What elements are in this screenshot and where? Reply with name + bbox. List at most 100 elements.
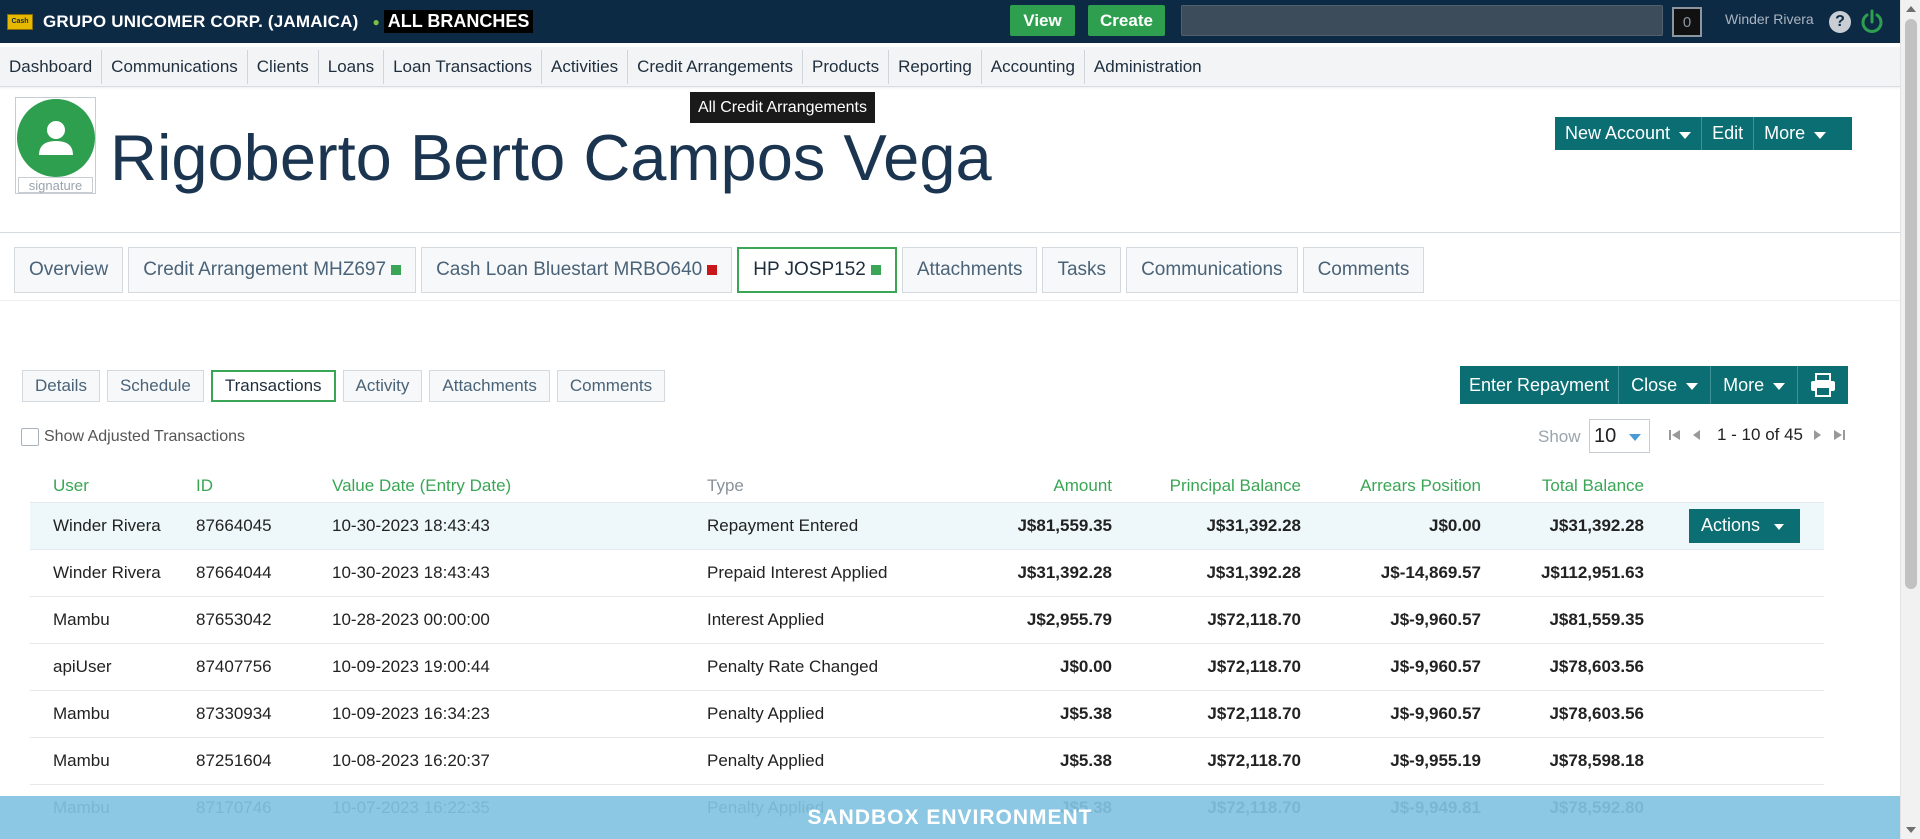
cell-user[interactable]: apiUser <box>30 642 196 691</box>
tabs-divider <box>0 300 1900 301</box>
more-label: More <box>1764 123 1806 143</box>
table-row[interactable]: Winder Rivera 87664045 10-30-2023 18:43:43… <box>30 501 1824 550</box>
cell-principal-balance: J$72,118.70 <box>1112 595 1301 644</box>
table-row[interactable]: Winder Rivera 87664044 10-30-2023 18:43:43… <box>30 548 1824 597</box>
nav-item-dashboard[interactable]: Dashboard <box>0 49 103 84</box>
cell-principal-balance: J$31,392.28 <box>1112 548 1301 597</box>
nav-item-loans[interactable]: Loans <box>319 49 385 84</box>
close-button[interactable]: Close <box>1619 366 1712 404</box>
cell-amount: J$81,559.35 <box>927 501 1112 550</box>
pagination: 1 - 10 of 45 <box>1667 425 1853 445</box>
table-row[interactable]: apiUser 87407756 10-09-2023 19:00:44 Penalt… <box>30 642 1824 691</box>
nav-item-loan-transactions[interactable]: Loan Transactions <box>384 49 542 84</box>
tab-label: Overview <box>29 259 109 280</box>
column-header-id[interactable]: ID <box>196 475 213 495</box>
help-icon[interactable]: ? <box>1829 11 1851 33</box>
nav-item-clients[interactable]: Clients <box>248 49 319 84</box>
nav-item-reporting[interactable]: Reporting <box>889 49 982 84</box>
row-actions-button[interactable]: Actions <box>1689 508 1801 543</box>
column-header-value-date[interactable]: Value Date (Entry Date) <box>332 475 512 495</box>
column-header-principal-balance[interactable]: Principal Balance <box>1169 475 1301 495</box>
subtab-activity[interactable]: Activity <box>342 370 423 402</box>
subtab-schedule[interactable]: Schedule <box>106 370 204 402</box>
page-size-select[interactable]: 10 <box>1589 419 1650 453</box>
chevron-down-icon <box>1814 131 1827 139</box>
subtab-comments[interactable]: Comments <box>556 370 666 402</box>
cell-id: 87330934 <box>196 689 332 738</box>
column-header-total-balance[interactable]: Total Balance <box>1541 475 1644 495</box>
subtab-details[interactable]: Details <box>22 370 100 402</box>
print-button[interactable] <box>1798 366 1848 404</box>
tab-tasks[interactable]: Tasks <box>1042 247 1122 293</box>
previous-page-icon[interactable] <box>1689 427 1705 443</box>
tab-overview[interactable]: Overview <box>14 247 124 293</box>
more-button[interactable]: More <box>1754 117 1836 150</box>
current-user-name[interactable]: Winder Rivera <box>1725 11 1814 27</box>
cell-actions <box>1644 642 1824 691</box>
tab-comments[interactable]: Comments <box>1302 247 1425 293</box>
chevron-down-icon <box>1686 383 1699 390</box>
column-header-type[interactable]: Type <box>707 475 744 495</box>
tab-communications[interactable]: Communications <box>1126 247 1298 293</box>
global-search-input[interactable] <box>1181 5 1663 36</box>
logout-power-icon[interactable] <box>1859 9 1885 35</box>
nav-item-activities[interactable]: Activities <box>542 49 629 84</box>
new-account-button[interactable]: New Account <box>1555 117 1703 150</box>
page-size-value: 10 <box>1594 424 1617 447</box>
tab-cash-loan-bluestart-mrbo640[interactable]: Cash Loan Bluestart MRBO640 <box>421 247 733 293</box>
tab-label: Communications <box>1141 259 1283 280</box>
cell-principal-balance: J$31,392.28 <box>1112 501 1301 550</box>
signature-label[interactable]: signature <box>18 177 93 193</box>
cell-amount: J$2,955.79 <box>927 595 1112 644</box>
nav-item-administration[interactable]: Administration <box>1093 56 1202 76</box>
cell-total-balance: J$81,559.35 <box>1481 595 1644 644</box>
notification-count[interactable]: 0 <box>1672 7 1702 37</box>
cell-principal-balance: J$72,118.70 <box>1112 642 1301 691</box>
table-row[interactable]: Mambu 87251604 10-08-2023 16:20:37 Penalty … <box>30 736 1824 785</box>
cell-actions <box>1644 736 1824 785</box>
scrollbar-thumb[interactable] <box>1905 19 1917 589</box>
column-header-amount[interactable]: Amount <box>1053 475 1112 495</box>
cell-user[interactable]: Winder Rivera <box>30 501 196 550</box>
branch-selector[interactable]: ALL BRANCHES <box>383 10 534 33</box>
cell-type: Repayment Entered <box>707 501 927 550</box>
dropdown-arrow-icon <box>1629 434 1641 441</box>
column-header-arrears-position[interactable]: Arrears Position <box>1360 475 1481 495</box>
nav-item-products[interactable]: Products <box>803 49 890 84</box>
column-header-user[interactable]: User <box>53 475 89 495</box>
cell-arrears-position: J$-9,960.57 <box>1301 595 1481 644</box>
cell-total-balance: J$112,951.63 <box>1481 548 1644 597</box>
account-tabs: Overview Credit Arrangement MHZ697 Cash Lo… <box>14 247 1429 293</box>
nav-tooltip: All Credit Arrangements <box>690 92 875 123</box>
scroll-down-icon[interactable] <box>1906 827 1916 833</box>
next-page-icon[interactable] <box>1809 427 1825 443</box>
tx-more-button[interactable]: More <box>1711 366 1799 404</box>
table-row[interactable]: Mambu 87330934 10-09-2023 16:34:23 Penalty … <box>30 689 1824 738</box>
nav-item-credit-arrangements[interactable]: Credit Arrangements <box>628 49 803 84</box>
edit-button[interactable]: Edit <box>1702 117 1755 150</box>
tab-credit-arrangement-mhz697[interactable]: Credit Arrangement MHZ697 <box>128 247 417 293</box>
main-navigation: Dashboard Communications Clients Loans Loan … <box>0 47 1900 87</box>
page-scrollbar[interactable] <box>1900 0 1920 839</box>
scroll-up-icon[interactable] <box>1906 6 1916 12</box>
cell-amount: J$0.00 <box>927 642 1112 691</box>
create-button[interactable]: Create <box>1088 5 1165 36</box>
nav-item-communications[interactable]: Communications <box>102 49 248 84</box>
company-name: GRUPO UNICOMER CORP. (JAMAICA) <box>43 11 359 31</box>
company-logo: Cash <box>7 13 33 30</box>
tab-attachments[interactable]: Attachments <box>901 247 1038 293</box>
cell-value-date: 10-28-2023 00:00:00 <box>332 595 707 644</box>
nav-item-accounting[interactable]: Accounting <box>982 49 1085 84</box>
subtab-transactions[interactable]: Transactions <box>210 370 336 402</box>
tab-hp-josp152[interactable]: HP JOSP152 <box>737 247 897 293</box>
view-button[interactable]: View <box>1010 5 1075 36</box>
first-page-icon[interactable] <box>1667 427 1683 443</box>
table-row[interactable]: Mambu 87653042 10-28-2023 00:00:00 Interest… <box>30 595 1824 644</box>
tx-more-label: More <box>1723 374 1765 395</box>
show-adjusted-checkbox[interactable] <box>21 428 39 446</box>
cell-user[interactable]: Winder Rivera <box>30 548 196 597</box>
cell-user: Mambu <box>30 689 196 738</box>
subtab-attachments[interactable]: Attachments <box>429 370 550 402</box>
enter-repayment-button[interactable]: Enter Repayment <box>1460 366 1620 404</box>
last-page-icon[interactable] <box>1831 427 1847 443</box>
